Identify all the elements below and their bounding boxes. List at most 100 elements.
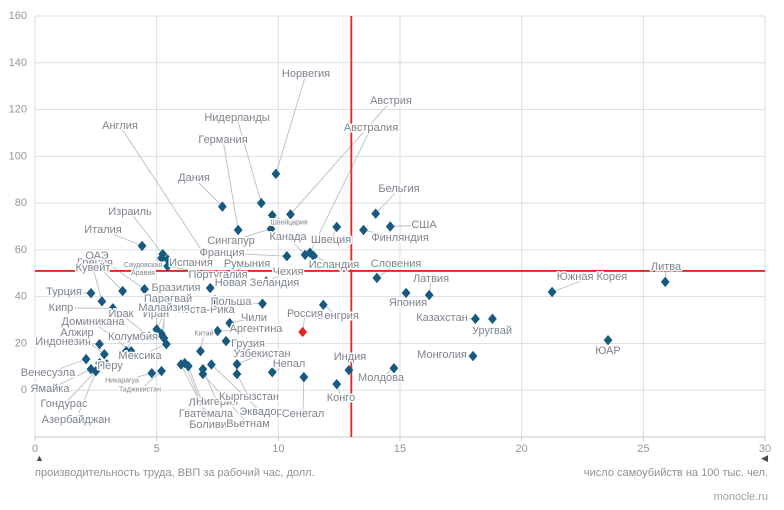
data-point [157, 252, 166, 264]
data-point [603, 334, 613, 346]
point-label: Испания [169, 257, 213, 269]
point-label: США [411, 219, 437, 231]
leader-line [161, 298, 169, 335]
data-point [196, 345, 205, 357]
leader-line [47, 358, 87, 374]
data-point [488, 313, 497, 325]
point-label: Мексика [118, 350, 162, 362]
data-point [162, 338, 171, 350]
data-point [198, 368, 208, 380]
data-point [140, 283, 149, 295]
data-point [144, 331, 154, 342]
data-point [318, 299, 328, 311]
point-label: Грузия [231, 338, 265, 350]
data-point [424, 289, 434, 301]
point-label: Вьетнам [226, 418, 270, 430]
data-point [217, 201, 227, 212]
leader-line [230, 228, 272, 242]
point-label: Сенегал [282, 408, 325, 420]
point-label: Лаос [189, 397, 214, 409]
point-label: Сингапур [207, 235, 255, 247]
point-label: Исландия [309, 259, 360, 271]
leader-line [139, 370, 162, 391]
leader-line [63, 370, 97, 405]
data-point [232, 359, 242, 370]
point-label: Парагвай [144, 293, 192, 305]
data-point [359, 224, 368, 236]
data-point [108, 303, 118, 314]
point-label: Турция [46, 286, 82, 298]
y-axis-arrow-icon: ▲ [35, 453, 44, 463]
data-point [153, 328, 163, 340]
leader-line [275, 73, 307, 175]
point-label: Конго [327, 392, 356, 404]
point-label: Израиль [108, 206, 152, 218]
point-label: Южная Корея [557, 271, 627, 283]
x-tick-label: 25 [637, 443, 649, 455]
data-point [401, 287, 411, 299]
data-point [261, 276, 271, 287]
point-label: Япония [389, 297, 427, 309]
leader-line [302, 377, 305, 415]
point-label: Австрия [370, 95, 412, 107]
point-label: ЮАР [595, 345, 620, 357]
point-label: Индия [334, 351, 367, 363]
data-point [271, 168, 281, 180]
data-point [468, 350, 478, 362]
y-tick-label: 0 [21, 384, 27, 396]
leader-line [230, 301, 263, 305]
point-label: Узбекистан [233, 348, 290, 360]
leader-line [139, 343, 167, 357]
point-label: ОАЭ [85, 250, 108, 262]
leader-line [551, 276, 593, 293]
data-point [95, 338, 104, 350]
data-point [225, 317, 235, 329]
x-axis-title: число самоубийств на 100 тыс. чел. [583, 467, 768, 479]
leader-line [187, 365, 212, 426]
leader-line [236, 373, 250, 398]
x-tick-label: 15 [394, 443, 406, 455]
leader-line [209, 263, 248, 289]
data-point [86, 363, 96, 375]
data-point [266, 223, 276, 235]
point-label: Дания [178, 172, 210, 184]
point-label: Непал [273, 358, 306, 370]
point-label: Нигерия [196, 396, 238, 408]
leader-line [49, 368, 92, 390]
point-label: Доминикана [62, 316, 126, 328]
point-label: Колумбия [108, 331, 158, 343]
data-point [118, 285, 127, 297]
x-tick-label: 0 [32, 443, 38, 455]
point-label: Иран [143, 308, 169, 320]
leader-line [180, 364, 207, 415]
point-label: Россия [287, 308, 323, 320]
data-point [282, 251, 292, 262]
data-point [232, 368, 242, 380]
y-tick-label: 120 [9, 104, 27, 116]
point-label: Таджикистан [119, 387, 161, 394]
data-point [547, 286, 557, 298]
point-label: Чехия [273, 266, 304, 278]
data-point [258, 298, 267, 309]
y-tick-label: 160 [9, 10, 27, 22]
point-label: Литва [651, 261, 682, 273]
leader-line [142, 257, 162, 270]
point-label: Латвия [413, 273, 449, 285]
leader-line [62, 341, 100, 345]
data-point [471, 313, 480, 325]
leader-line [441, 354, 474, 357]
data-point [95, 357, 104, 369]
point-label: Италия [84, 224, 122, 236]
data-point [163, 254, 173, 265]
data-point [102, 359, 112, 370]
data-point [305, 247, 315, 258]
data-point [385, 221, 395, 232]
point-label: Кыргызстан [219, 391, 279, 403]
point-label: Малайзия [138, 302, 189, 314]
data-point [332, 221, 342, 233]
point-label: Португалия [189, 269, 248, 281]
point-label: Аргентина [230, 323, 284, 335]
point-label: Нидерланды [204, 112, 269, 124]
point-label: Молдова [358, 372, 405, 384]
